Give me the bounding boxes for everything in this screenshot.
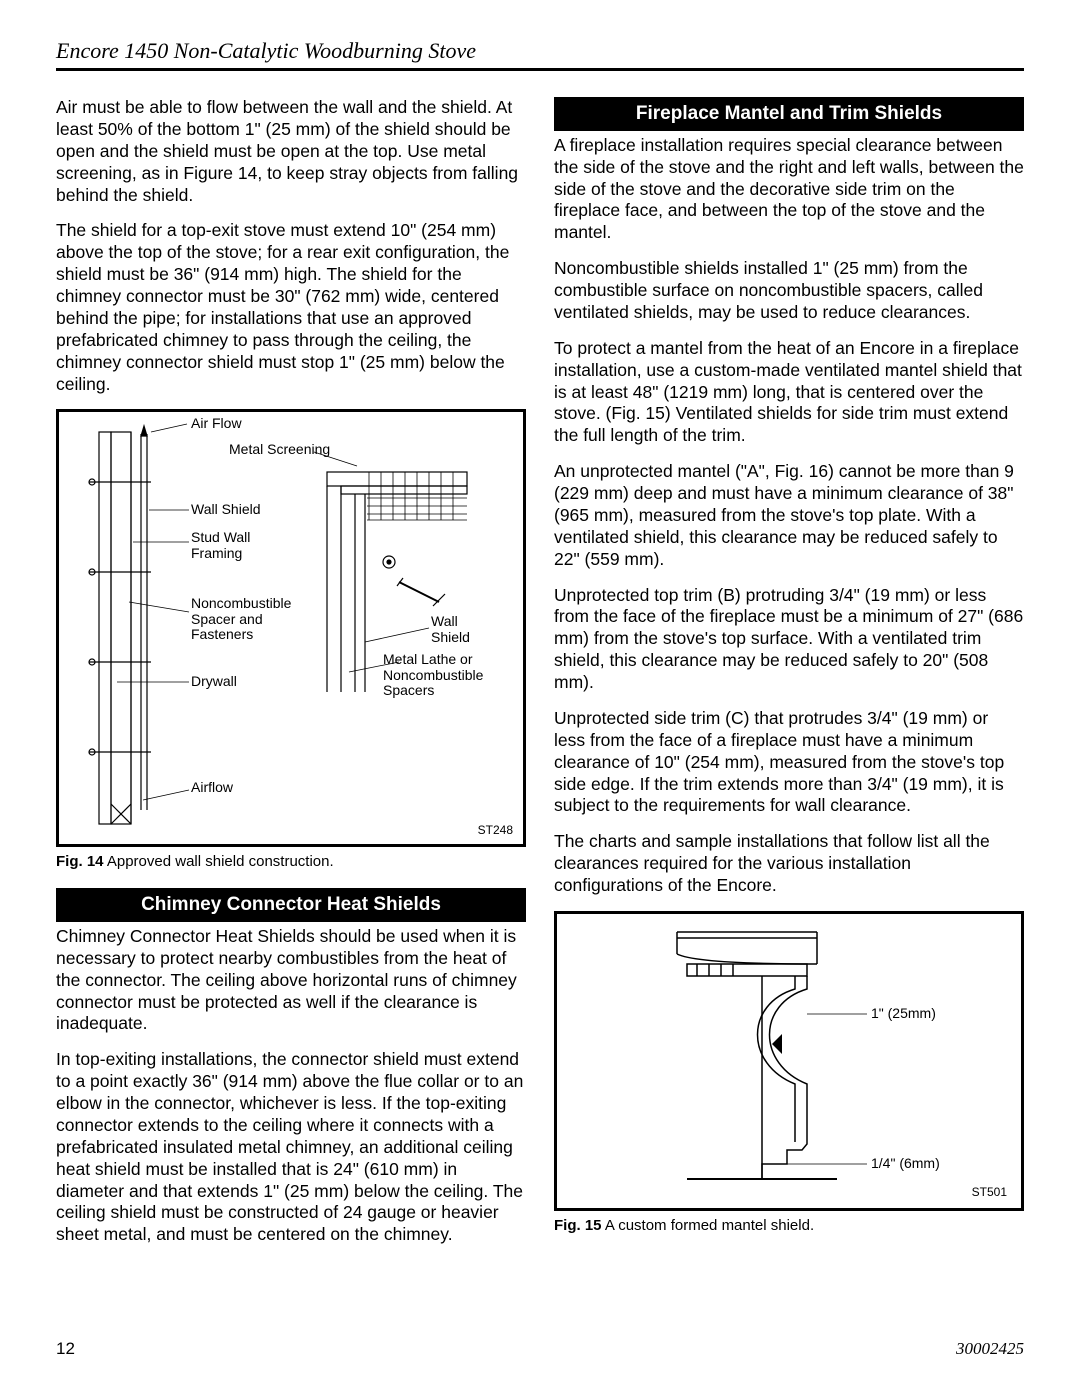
figure-code: ST501 (972, 1185, 1007, 1200)
left-column: Air must be able to flow between the wal… (56, 97, 526, 1260)
para: Noncombustible shields installed 1" (25 … (554, 258, 1024, 324)
para: An unprotected mantel ("A", Fig. 16) can… (554, 461, 1024, 570)
figure-code: ST248 (478, 823, 513, 838)
para: Air must be able to flow between the wal… (56, 97, 526, 206)
fig-label-wall-shield: Wall Shield (191, 502, 261, 517)
fig-label-1in: 1" (25mm) (871, 1006, 936, 1021)
para: A fireplace installation requires specia… (554, 135, 1024, 244)
page-header: Encore 1450 Non-Catalytic Woodburning St… (56, 38, 1024, 71)
para: Unprotected top trim (B) protruding 3/4"… (554, 585, 1024, 694)
fig-label-airflow-bot: Airflow (191, 780, 233, 795)
para: To protect a mantel from the heat of an … (554, 338, 1024, 447)
section-heading-chimney: Chimney Connector Heat Shields (56, 888, 526, 922)
para: The charts and sample installations that… (554, 831, 1024, 897)
page-footer: 12 30002425 (56, 1339, 1024, 1359)
two-column-layout: Air must be able to flow between the wal… (56, 97, 1024, 1260)
fig-label-metal-lathe: Metal Lathe or Noncombustible Spacers (383, 652, 503, 698)
fig-label-airflow-top: Air Flow (191, 416, 242, 431)
para: Unprotected side trim (C) that protrudes… (554, 708, 1024, 817)
figure-15-caption: Fig. 15 A custom formed mantel shield. (554, 1217, 1024, 1236)
figure-14-caption: Fig. 14 Approved wall shield constructio… (56, 853, 526, 872)
page-number: 12 (56, 1339, 75, 1359)
figure-15: 1" (25mm) 1/4" (6mm) ST501 (554, 911, 1024, 1211)
fig-label-noncomb: Noncombustible Spacer and Fasteners (191, 596, 311, 642)
document-number: 30002425 (956, 1339, 1024, 1359)
fig-label-drywall: Drywall (191, 674, 237, 689)
fig-label-metal-screening: Metal Screening (229, 442, 330, 457)
para: Chimney Connector Heat Shields should be… (56, 926, 526, 1035)
fig-label-quarter-in: 1/4" (6mm) (871, 1156, 940, 1171)
fig-label-stud-wall: Stud Wall Framing (191, 530, 271, 561)
right-column: Fireplace Mantel and Trim Shields A fire… (554, 97, 1024, 1260)
section-heading-fireplace: Fireplace Mantel and Trim Shields (554, 97, 1024, 131)
fig-label-wall-shield-r: Wall Shield (431, 614, 481, 645)
para: In top-exiting installations, the connec… (56, 1049, 526, 1246)
figure-14: Air Flow Metal Screening Wall Shield Stu… (56, 409, 526, 847)
header-title: Encore 1450 Non-Catalytic Woodburning St… (56, 38, 476, 64)
para: The shield for a top-exit stove must ext… (56, 220, 526, 395)
